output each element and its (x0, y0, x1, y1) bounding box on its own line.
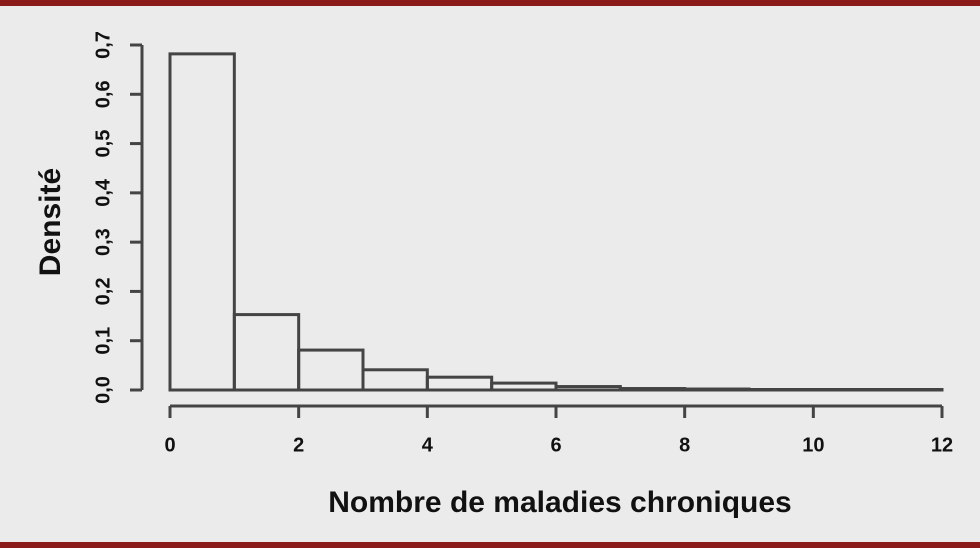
x-tick-label: 12 (931, 434, 953, 456)
bar (168, 52, 236, 392)
x-tick-label: 4 (422, 434, 434, 456)
bar (232, 313, 301, 392)
x-tick-label: 6 (550, 434, 561, 456)
y-tick-label: 0,0 (92, 376, 114, 404)
y-tick-label: 0,7 (92, 31, 114, 59)
top-border (0, 0, 980, 6)
bar (425, 375, 494, 392)
bar (554, 385, 622, 392)
y-tick-label: 0,2 (92, 278, 114, 306)
x-tick-label: 10 (802, 434, 824, 456)
y-tick-label: 0,3 (92, 228, 114, 256)
y-axis-label: Densité (34, 168, 67, 276)
y-tick-label: 0,1 (92, 327, 114, 355)
bottom-border (0, 542, 980, 548)
x-axis-label: Nombre de maladies chroniques (328, 486, 791, 519)
y-tick-label: 0,5 (92, 130, 114, 158)
bar (683, 387, 751, 392)
bar (490, 381, 558, 392)
y-tick-label: 0,4 (92, 178, 114, 207)
bar (361, 368, 429, 392)
bar (618, 387, 687, 392)
x-tick-label: 0 (164, 434, 175, 456)
bar (297, 348, 365, 392)
x-tick-label: 8 (679, 434, 690, 456)
y-tick-label: 0,6 (92, 80, 114, 108)
x-tick-label: 2 (293, 434, 304, 456)
